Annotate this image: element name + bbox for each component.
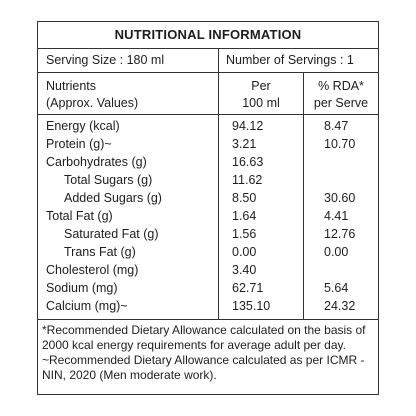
divider-serving-col [218,48,219,72]
nutrient-name: Total Sugars (g) [64,173,153,187]
divider-col-2 [303,72,304,319]
header-per-serve: per Serve [313,96,369,110]
serving-size: Serving Size : 180 ml [46,53,165,67]
header-100ml: 100 ml [242,96,280,110]
per-100ml-value: 16.63 [232,155,264,169]
per-100ml-value: 135.10 [232,299,271,313]
nutrient-name: Total Fat (g) [46,209,113,223]
divider-title [38,48,378,49]
header-rda: % RDA* [318,79,364,93]
per-100ml-value: 1.56 [232,227,257,241]
rda-value: 5.64 [324,281,349,295]
per-100ml-value: 0.00 [232,245,257,259]
rda-value: 24.32 [324,299,356,313]
nutrient-name: Added Sugars (g) [64,191,162,205]
nutrient-name: Protein (g)~ [46,137,112,151]
footnote-line: *Recommended Dietary Allowance calculate… [42,323,366,337]
rda-value: 10.70 [324,137,356,151]
per-100ml-value: 62.71 [232,281,264,295]
rda-value: 30.60 [324,191,356,205]
divider-table-end [38,319,378,320]
nutrient-name: Trans Fat (g) [64,245,136,259]
divider-header [38,114,378,115]
footnote-line: 2000 kcal energy requirements for averag… [42,338,346,352]
panel-title: NUTRITIONAL INFORMATION [114,27,302,42]
footnote-line: ~Recommended Dietary Allowance calculate… [42,353,365,367]
nutrient-name: Sodium (mg) [46,281,118,295]
header-nutrients: Nutrients [46,79,97,93]
nutrient-name: Cholesterol (mg) [46,263,139,277]
per-100ml-value: 11.62 [232,173,263,187]
per-100ml-value: 1.64 [232,209,257,223]
divider-col-1 [218,72,219,319]
servings-count: Number of Servings : 1 [226,53,354,67]
rda-value: 12.76 [324,227,356,241]
footnote-line: NIN, 2020 (Men moderate work). [42,368,217,382]
per-100ml-value: 3.21 [232,137,257,151]
per-100ml-value: 3.40 [232,263,257,277]
nutrition-facts-panel: NUTRITIONAL INFORMATION Serving Size : 1… [37,21,379,395]
header-per: Per [251,79,271,93]
nutrient-name: Calcium (mg)~ [46,299,128,313]
header-approx-values: (Approx. Values) [46,96,139,110]
rda-value: 8.47 [324,119,349,133]
rda-value: 4.41 [324,209,349,223]
per-100ml-value: 8.50 [232,191,257,205]
divider-serving [38,72,378,73]
per-100ml-value: 94.12 [232,119,264,133]
rda-value: 0.00 [324,245,349,259]
nutrient-name: Saturated Fat (g) [64,227,159,241]
nutrient-name: Carbohydrates (g) [46,155,147,169]
nutrient-name: Energy (kcal) [46,119,120,133]
